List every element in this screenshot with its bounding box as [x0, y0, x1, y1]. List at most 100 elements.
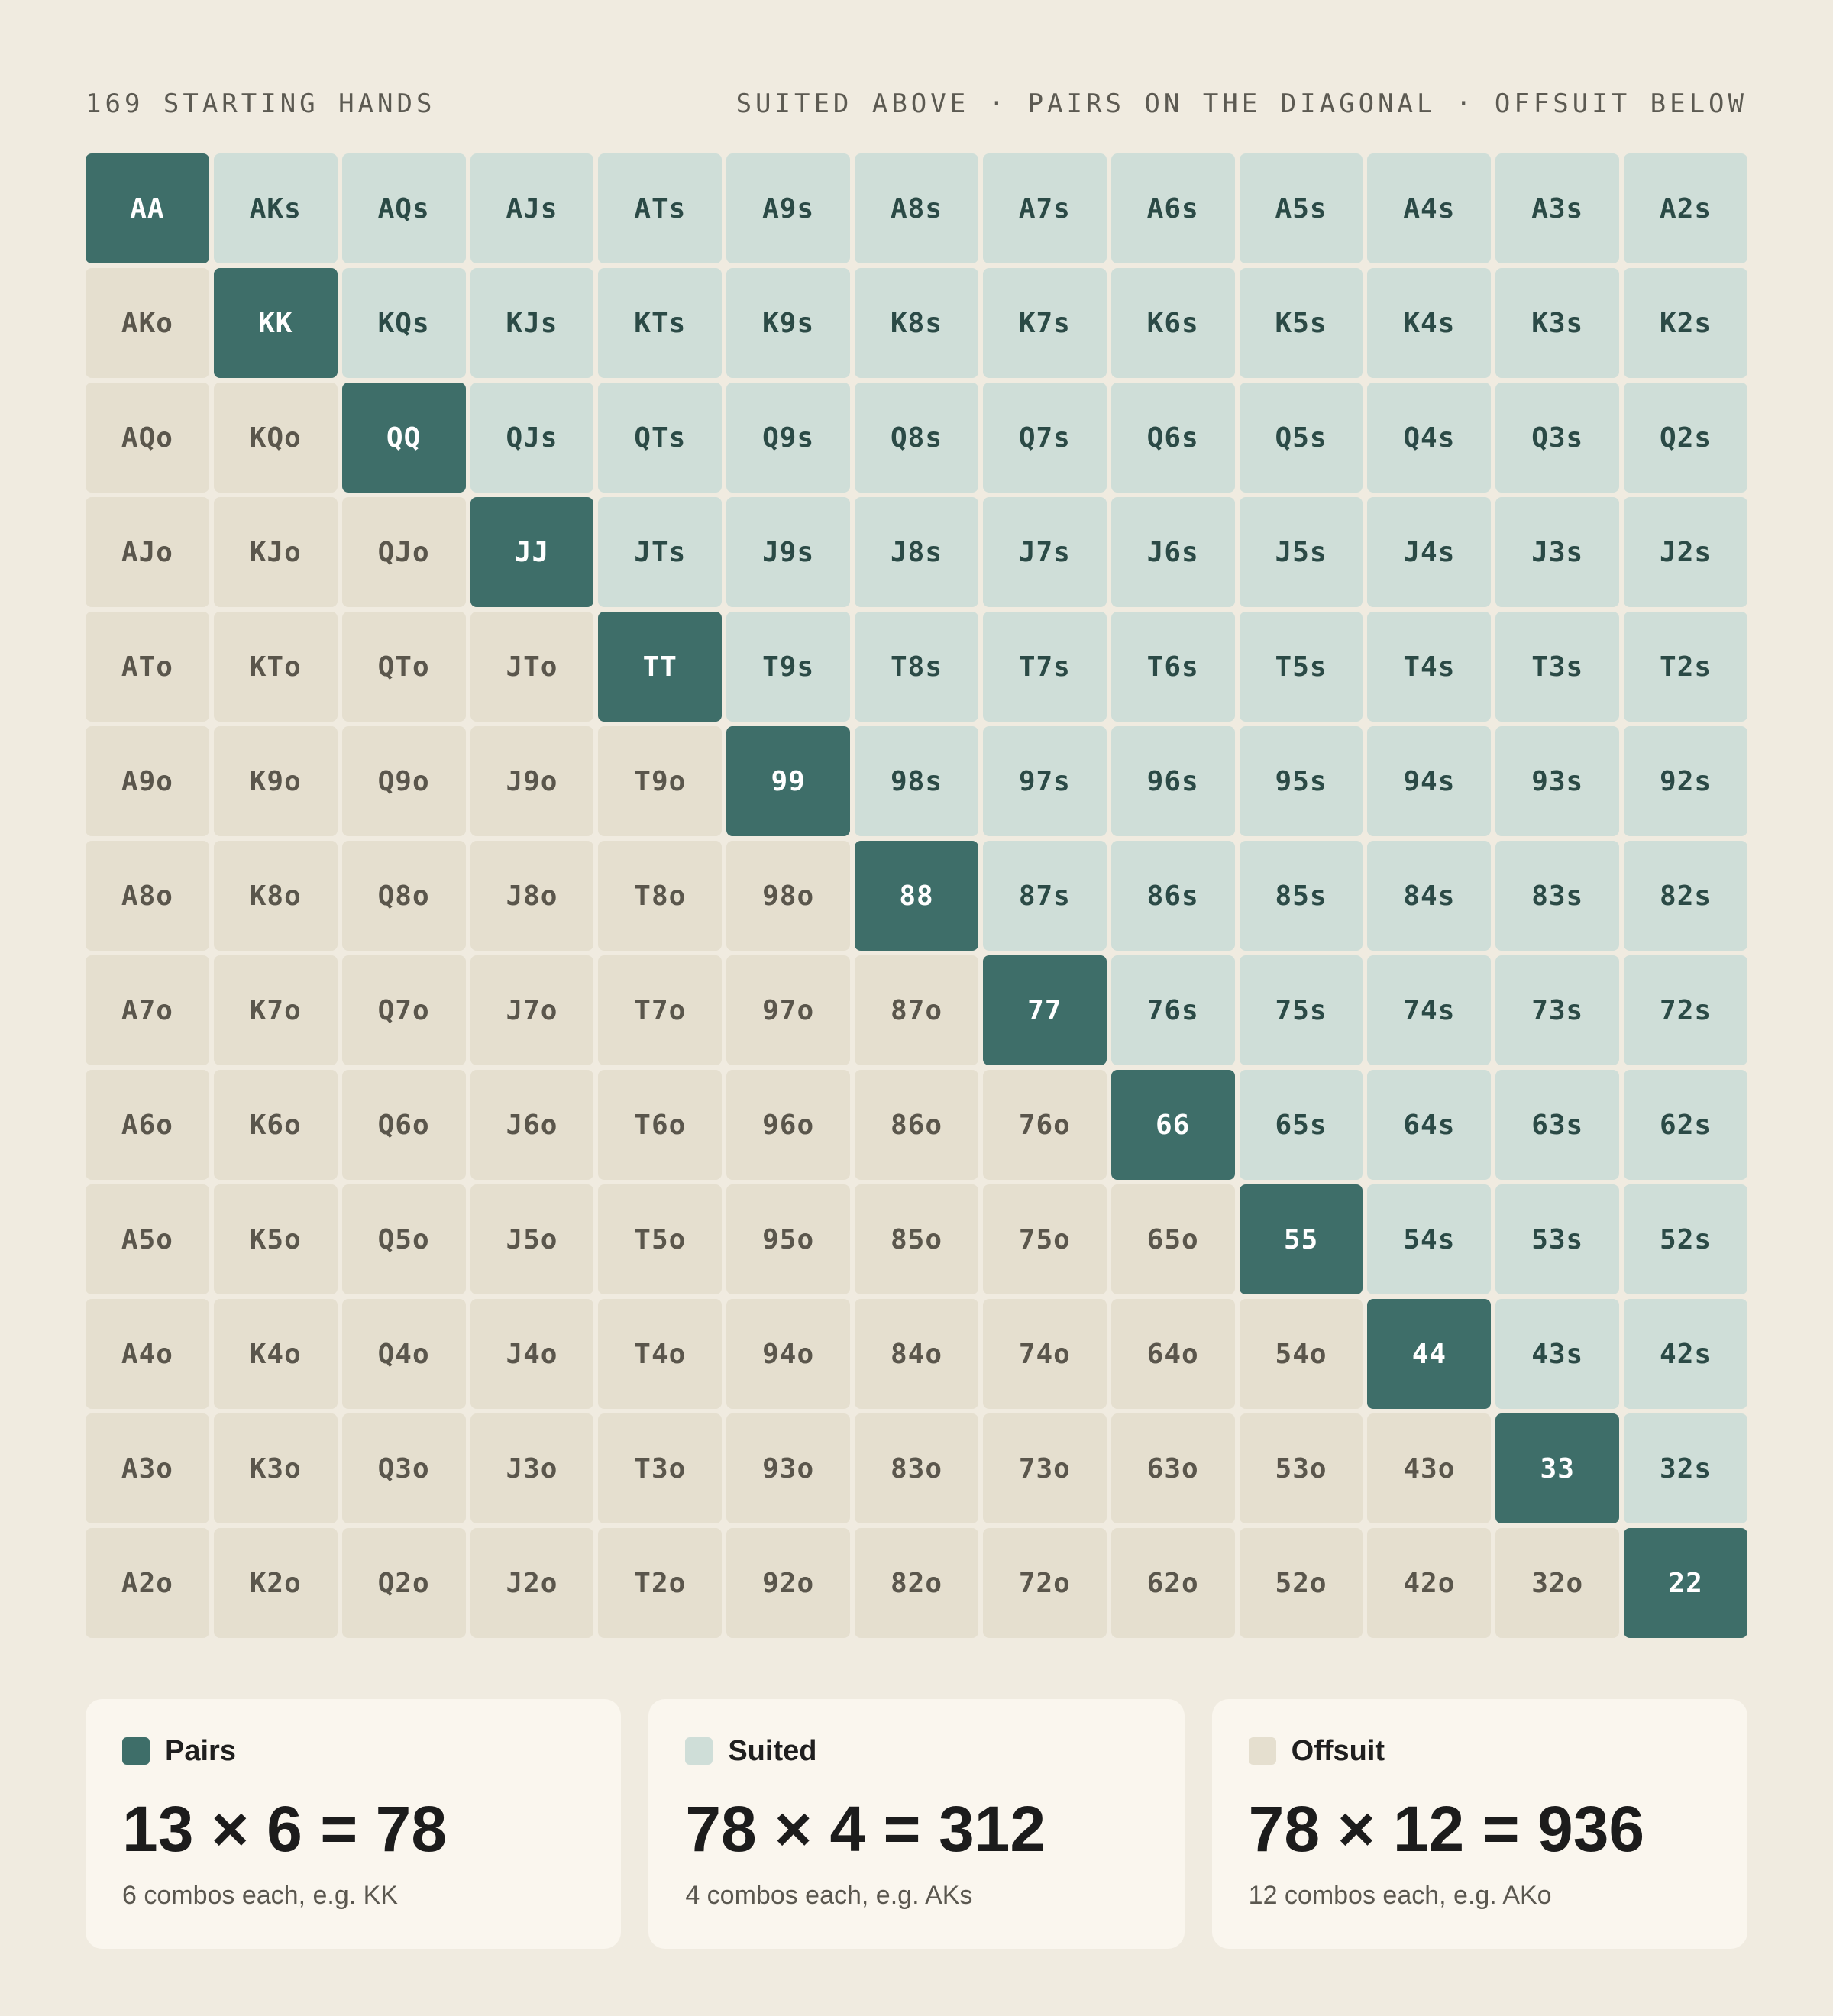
- hand-cell-qts: QTs: [598, 383, 723, 493]
- hand-cell-q2s: Q2s: [1624, 383, 1747, 493]
- hand-cell-53s: 53s: [1495, 1184, 1620, 1294]
- header: 169 STARTING HANDS SUITED ABOVE · PAIRS …: [86, 86, 1747, 122]
- hand-cell-95s: 95s: [1239, 726, 1363, 836]
- hand-cell-t2s: T2s: [1624, 612, 1747, 722]
- hand-cell-99: 99: [726, 726, 851, 836]
- hand-cell-63s: 63s: [1495, 1070, 1620, 1180]
- hand-cell-22: 22: [1624, 1528, 1747, 1638]
- hand-cell-86s: 86s: [1110, 841, 1235, 951]
- hand-matrix: AA AKs AQs AJs ATs A9s A8s A7s A6s A5s A4s A3s A2s AK…: [86, 153, 1747, 1638]
- hand-cell-94s: 94s: [1367, 726, 1492, 836]
- hand-cell-a2o: A2o: [86, 1528, 209, 1638]
- hand-cell-44: 44: [1367, 1299, 1492, 1409]
- hand-cell-76o: 76o: [982, 1070, 1107, 1180]
- hand-cell-j7s: J7s: [982, 497, 1107, 607]
- hand-cell-77: 77: [982, 955, 1107, 1065]
- hand-cell-j5o: J5o: [470, 1184, 594, 1294]
- hand-cell-95o: 95o: [726, 1184, 851, 1294]
- legend-cards: Pairs 13 × 6 = 78 6 combos each, e.g. KK…: [86, 1699, 1747, 1949]
- hand-cell-q2o: Q2o: [341, 1528, 466, 1638]
- hand-cell-k8s: K8s: [855, 268, 978, 378]
- hand-cell-62s: 62s: [1624, 1070, 1747, 1180]
- hand-cell-j2s: J2s: [1624, 497, 1747, 607]
- hand-cell-t4s: T4s: [1367, 612, 1492, 722]
- hand-cell-j4s: J4s: [1367, 497, 1492, 607]
- hand-cell-43s: 43s: [1495, 1299, 1620, 1409]
- hand-cell-76s: 76s: [1110, 955, 1235, 1065]
- suited-swatch: [685, 1737, 713, 1765]
- hand-cell-73o: 73o: [982, 1413, 1107, 1523]
- hand-cell-ato: ATo: [86, 612, 209, 722]
- hand-cell-83s: 83s: [1495, 841, 1620, 951]
- hand-cell-84s: 84s: [1367, 841, 1492, 951]
- hand-cell-84o: 84o: [855, 1299, 978, 1409]
- hand-cell-t8o: T8o: [598, 841, 723, 951]
- hand-cell-kqo: KQo: [213, 383, 338, 493]
- hand-cell-aks: AKs: [213, 153, 338, 263]
- header-legend-caption: SUITED ABOVE · PAIRS ON THE DIAGONAL · O…: [735, 89, 1747, 119]
- hand-cell-92s: 92s: [1624, 726, 1747, 836]
- hand-cell-q5s: Q5s: [1239, 383, 1363, 493]
- hand-cell-66: 66: [1110, 1070, 1235, 1180]
- hand-cell-a6s: A6s: [1110, 153, 1235, 263]
- hand-cell-ajs: AJs: [470, 153, 594, 263]
- hand-cell-75s: 75s: [1239, 955, 1363, 1065]
- hand-cell-t9o: T9o: [598, 726, 723, 836]
- hand-cell-83o: 83o: [855, 1413, 978, 1523]
- legend-label: Pairs: [165, 1734, 236, 1767]
- legend-formula: 13 × 6 = 78: [122, 1793, 448, 1865]
- hand-cell-jts: JTs: [598, 497, 723, 607]
- hand-cell-t6s: T6s: [1110, 612, 1235, 722]
- hand-cell-aqs: AQs: [341, 153, 466, 263]
- hand-cell-a5s: A5s: [1239, 153, 1363, 263]
- hand-cell-72o: 72o: [982, 1528, 1107, 1638]
- hand-cell-64o: 64o: [1110, 1299, 1235, 1409]
- hand-cell-85o: 85o: [855, 1184, 978, 1294]
- hand-cell-j6s: J6s: [1110, 497, 1235, 607]
- hand-cell-74s: 74s: [1367, 955, 1492, 1065]
- hand-cell-q7s: Q7s: [982, 383, 1107, 493]
- hand-cell-a7o: A7o: [86, 955, 209, 1065]
- hand-cell-q6o: Q6o: [341, 1070, 466, 1180]
- hand-cell-q8o: Q8o: [341, 841, 466, 951]
- legend-card-offsuit: Offsuit 78 × 12 = 936 12 combos each, e.…: [1211, 1699, 1747, 1949]
- hand-cell-98o: 98o: [726, 841, 851, 951]
- hand-cell-q4s: Q4s: [1367, 383, 1492, 493]
- hand-cell-75o: 75o: [982, 1184, 1107, 1294]
- hand-cell-k2s: K2s: [1624, 268, 1747, 378]
- hand-cell-t7s: T7s: [982, 612, 1107, 722]
- hand-cell-k6s: K6s: [1110, 268, 1235, 378]
- hand-cell-aa: AA: [86, 153, 209, 263]
- hand-cell-33: 33: [1495, 1413, 1620, 1523]
- hand-cell-a2s: A2s: [1624, 153, 1747, 263]
- hand-cell-kjo: KJo: [213, 497, 338, 607]
- hand-cell-93s: 93s: [1495, 726, 1620, 836]
- hand-cell-32s: 32s: [1624, 1413, 1747, 1523]
- hand-cell-65s: 65s: [1239, 1070, 1363, 1180]
- pair-swatch: [122, 1737, 150, 1765]
- hand-cell-j4o: J4o: [470, 1299, 594, 1409]
- legend-label: Suited: [728, 1734, 817, 1767]
- hand-cell-ajo: AJo: [86, 497, 209, 607]
- hand-cell-a4o: A4o: [86, 1299, 209, 1409]
- hand-cell-54s: 54s: [1367, 1184, 1492, 1294]
- hand-cell-q5o: Q5o: [341, 1184, 466, 1294]
- hand-cell-87s: 87s: [982, 841, 1107, 951]
- hand-cell-t3o: T3o: [598, 1413, 723, 1523]
- hand-cell-97o: 97o: [726, 955, 851, 1065]
- hand-cell-85s: 85s: [1239, 841, 1363, 951]
- hand-cell-t8s: T8s: [855, 612, 978, 722]
- legend-formula: 78 × 12 = 936: [1248, 1793, 1645, 1865]
- hand-cell-j5s: J5s: [1239, 497, 1363, 607]
- hand-cell-42o: 42o: [1367, 1528, 1492, 1638]
- hand-cell-72s: 72s: [1624, 955, 1747, 1065]
- hand-cell-j9o: J9o: [470, 726, 594, 836]
- hand-cell-qto: QTo: [341, 612, 466, 722]
- hand-cell-82s: 82s: [1624, 841, 1747, 951]
- hand-cell-j8s: J8s: [855, 497, 978, 607]
- hand-cell-92o: 92o: [726, 1528, 851, 1638]
- hand-cell-k8o: K8o: [213, 841, 338, 951]
- hand-cell-k7o: K7o: [213, 955, 338, 1065]
- legend-card-pairs: Pairs 13 × 6 = 78 6 combos each, e.g. KK: [86, 1699, 622, 1949]
- hand-cell-74o: 74o: [982, 1299, 1107, 1409]
